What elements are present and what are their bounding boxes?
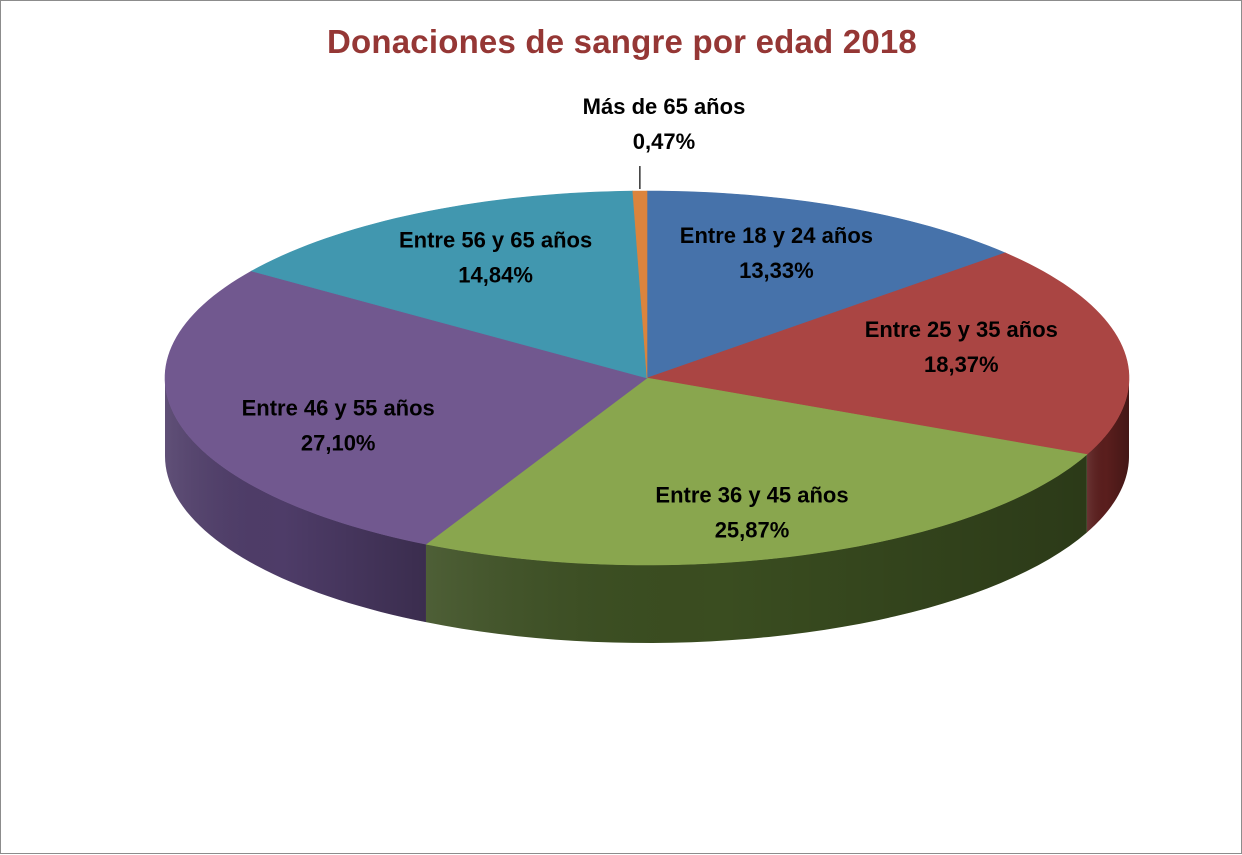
data-label-category: Entre 46 y 55 años — [242, 396, 435, 421]
data-label-category: Entre 36 y 45 años — [655, 483, 848, 508]
data-label-entre-56-y-65-anos: Entre 56 y 65 años 14,84% — [399, 227, 592, 287]
data-label-percentage: 14,84% — [458, 262, 533, 287]
chart-title: Donaciones de sangre por edad 2018 — [326, 23, 917, 60]
data-label-percentage: 25,87% — [715, 518, 790, 543]
data-label-entre-36-y-45-anos: Entre 36 y 45 años 25,87% — [655, 483, 848, 543]
data-label-entre-46-y-55-anos: Entre 46 y 55 años 27,10% — [242, 396, 435, 456]
pie-slice-mas-de-65-anos — [632, 190, 648, 379]
pie-slice-entre-46-y-55-anos — [164, 270, 648, 545]
pie-slice-entre-25-y-35-anos — [645, 252, 1130, 455]
data-label-mas-de-65-anos: Más de 65 años 0,47% — [583, 94, 746, 154]
data-label-percentage: 18,37% — [924, 352, 999, 377]
data-label-entre-18-y-24-anos: Entre 18 y 24 años 13,33% — [680, 223, 873, 283]
pie-slice-entre-18-y-24-anos — [646, 190, 1007, 379]
pie-slice-side-shading — [165, 378, 426, 623]
data-label-entre-25-y-35-anos: Entre 25 y 35 años 18,37% — [865, 317, 1058, 377]
data-label-category: Más de 65 años — [583, 94, 746, 119]
pie-slice-entre-56-y-65-anos — [250, 190, 648, 379]
pie-slice-side-shading — [1086, 378, 1129, 533]
data-label-category: Entre 18 y 24 años — [680, 223, 873, 248]
data-label-percentage: 0,47% — [633, 129, 695, 154]
data-label-category: Entre 25 y 35 años — [865, 317, 1058, 342]
data-label-category: Entre 56 y 65 años — [399, 227, 592, 252]
data-label-percentage: 13,33% — [739, 258, 814, 283]
data-label-percentage: 27,10% — [301, 431, 376, 456]
pie-slice-entre-36-y-45-anos — [425, 377, 1088, 566]
pie-slice-side-shading — [425, 454, 1087, 643]
